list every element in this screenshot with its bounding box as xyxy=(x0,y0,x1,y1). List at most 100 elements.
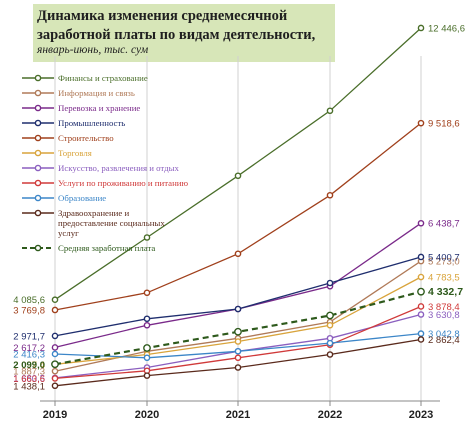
legend-label-line: Промышленность xyxy=(58,118,125,128)
legend-label-line: Искусство, развлечения и отдых xyxy=(58,163,180,173)
chart-subtitle: январь-июнь, тыс. сум xyxy=(37,44,149,56)
chart-title-line-1: Динамика изменения среднемесячной xyxy=(37,8,288,24)
data-point xyxy=(417,253,425,261)
legend-label-line: Информация и связь xyxy=(58,88,135,98)
legend-marker xyxy=(34,164,42,172)
data-point xyxy=(143,344,151,352)
data-point xyxy=(143,321,151,329)
data-point xyxy=(51,306,59,314)
data-point xyxy=(417,287,425,296)
data-point xyxy=(417,336,425,343)
data-point xyxy=(143,315,151,323)
end-value-label: 5 273,0 xyxy=(428,257,460,268)
start-value-label: 1 680,5 xyxy=(13,373,45,384)
legend-label: Услуги по проживанию и питанию xyxy=(58,178,188,188)
end-value-label: 4 332,7 xyxy=(428,286,463,298)
legend-label-line: Перевозка и хранение xyxy=(58,103,140,113)
legend-label-line: Здравоохранение и xyxy=(58,208,129,218)
data-point xyxy=(143,354,151,362)
legend-label: Средняя заработная плата xyxy=(58,243,155,253)
end-value-label: 12 446,6 xyxy=(428,24,465,35)
data-point xyxy=(234,338,242,345)
legend-marker xyxy=(34,179,42,187)
data-point xyxy=(326,191,334,199)
start-value-label: 2 971,7 xyxy=(13,331,45,342)
data-point xyxy=(326,311,334,320)
x-tick-label: 2020 xyxy=(135,409,159,421)
end-value-label: 2 862,4 xyxy=(428,335,460,346)
data-point xyxy=(326,279,334,287)
legend-marker xyxy=(34,104,42,112)
data-point xyxy=(51,375,59,382)
x-tick-label: 2019 xyxy=(43,409,67,421)
data-point xyxy=(417,303,425,310)
data-point xyxy=(234,347,242,355)
legend-label-line: Строительство xyxy=(58,133,114,143)
data-point xyxy=(326,339,334,347)
title-background xyxy=(33,4,335,62)
data-point xyxy=(417,119,425,127)
chart-title-line-2: заработной платы по видам деятельности, xyxy=(37,27,316,43)
data-point xyxy=(234,172,242,180)
start-value-label: 2 097,4 xyxy=(13,360,45,371)
legend-label: Образование xyxy=(58,193,106,203)
legend-label-line: Средняя заработная плата xyxy=(58,243,155,253)
data-point xyxy=(51,296,59,304)
legend-label: Торговля xyxy=(58,148,92,158)
data-point xyxy=(234,305,242,313)
x-tick-label: 2022 xyxy=(318,409,342,421)
data-point xyxy=(234,250,242,258)
legend-label-line: Услуги по проживанию и питанию xyxy=(58,178,188,188)
legend-label-line: Торговля xyxy=(58,148,92,158)
start-value-label: 1 663,6 xyxy=(13,374,45,385)
start-value-label: 1 887,3 xyxy=(13,367,45,378)
legend-marker xyxy=(34,209,42,217)
legend-marker xyxy=(34,244,42,252)
data-point xyxy=(51,332,59,340)
data-point xyxy=(234,364,242,371)
x-tick-label: 2023 xyxy=(409,409,433,421)
end-value-label: 6 438,7 xyxy=(428,219,460,230)
legend-label: Финансы и страхование xyxy=(58,73,148,83)
data-point xyxy=(326,351,334,358)
data-point xyxy=(51,367,59,375)
end-value-label: 9 518,6 xyxy=(428,119,460,130)
end-value-label: 3 630,8 xyxy=(428,310,460,321)
data-point xyxy=(417,273,425,281)
data-point xyxy=(143,234,151,241)
data-point xyxy=(51,382,59,390)
legend-label-line: Финансы и страхование xyxy=(58,73,148,83)
data-point xyxy=(234,354,242,362)
x-tick-label: 2021 xyxy=(226,409,250,421)
data-point xyxy=(326,107,334,115)
data-point xyxy=(51,350,59,358)
legend-marker xyxy=(34,134,42,142)
data-point xyxy=(417,24,425,32)
data-point xyxy=(51,344,59,351)
start-value-label: 4 085,6 xyxy=(13,295,45,306)
end-value-label: 4 783,5 xyxy=(428,273,460,284)
data-point xyxy=(417,311,425,318)
legend-marker xyxy=(34,119,42,127)
start-value-label: 2 099,0 xyxy=(13,360,45,371)
end-value-label: 5 400,7 xyxy=(428,253,460,264)
legend-label: Информация и связь xyxy=(58,88,135,98)
legend-label-line: предоставление социальных xyxy=(58,218,165,228)
data-point xyxy=(143,289,151,297)
legend-label: Искусство, развлечения и отдых xyxy=(58,163,180,173)
data-point xyxy=(417,330,425,337)
start-value-label: 1 438,1 xyxy=(13,381,45,392)
legend-marker xyxy=(34,89,42,97)
legend-label: Перевозка и хранение xyxy=(58,103,140,113)
legend-label: Промышленность xyxy=(58,118,125,128)
end-value-label: 3 042,8 xyxy=(428,329,460,340)
legend-label: Здравоохранение и предоставление социальн… xyxy=(58,208,165,238)
data-point xyxy=(51,360,59,369)
data-point xyxy=(417,219,425,227)
legend-label-line: Образование xyxy=(58,193,106,203)
start-value-label: 2 416,3 xyxy=(13,350,45,361)
legend-marker xyxy=(34,194,42,202)
start-value-label: 2 617,2 xyxy=(13,343,45,354)
legend-label-line: услуг xyxy=(58,228,79,238)
